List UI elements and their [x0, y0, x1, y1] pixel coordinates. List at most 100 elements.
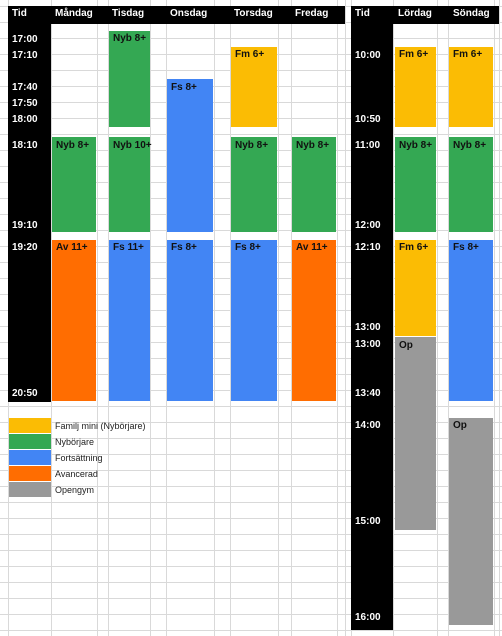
grid-line — [0, 534, 502, 535]
time-label: 12:00 — [355, 220, 381, 231]
header-tuesday: Tisdag — [112, 8, 145, 19]
grid-line — [0, 470, 502, 471]
grid-line — [291, 0, 292, 636]
class-block-saturday-nyb[interactable]: Nyb 8+ — [395, 137, 436, 232]
class-label: Fs 8+ — [171, 82, 197, 93]
time-label: 14:00 — [355, 420, 381, 431]
class-block-friday-nyb[interactable]: Nyb 8+ — [292, 137, 336, 232]
class-label: Nyb 10+ — [113, 140, 152, 151]
time-label: 13:00 — [355, 322, 381, 333]
class-label: Fs 8+ — [171, 242, 197, 253]
class-block-wednesday-fs[interactable]: Fs 8+ — [167, 79, 213, 232]
time-label: 19:20 — [12, 242, 38, 253]
class-label: Nyb 8+ — [113, 33, 147, 44]
time-label: 17:10 — [12, 50, 38, 61]
class-label: Nyb 8+ — [453, 140, 487, 151]
legend-label: Fortsättning — [55, 453, 103, 463]
time-label: 17:40 — [12, 82, 38, 93]
grid-line — [0, 518, 502, 519]
left-time-column — [8, 6, 51, 402]
class-block-thursday-fm[interactable]: Fm 6+ — [231, 47, 277, 127]
time-label: 10:00 — [355, 50, 381, 61]
class-label: Op — [399, 340, 413, 351]
header-monday: Måndag — [55, 8, 93, 19]
class-label: Op — [453, 420, 467, 431]
class-block-tuesday-fs[interactable]: Fs 11+ — [109, 240, 150, 401]
class-label: Nyb 8+ — [56, 140, 90, 151]
class-label: Av 11+ — [56, 242, 88, 253]
time-label: 19:10 — [12, 220, 38, 231]
time-label: 13:40 — [355, 388, 381, 399]
grid-line — [448, 0, 449, 636]
class-label: Fs 11+ — [113, 242, 144, 253]
grid-line — [499, 0, 500, 636]
legend-swatch — [9, 482, 51, 497]
grid-line — [0, 406, 502, 407]
class-block-sunday-fm[interactable]: Fm 6+ — [449, 47, 493, 127]
grid-line — [437, 0, 438, 636]
grid-line — [0, 454, 502, 455]
legend-label: Familj mini (Nybörjare) — [55, 421, 146, 431]
grid-line — [278, 0, 279, 636]
legend-label: Avancerad — [55, 469, 98, 479]
class-block-saturday-fm[interactable]: Fm 6+ — [395, 47, 436, 127]
grid-line — [337, 0, 338, 636]
class-block-monday-nyb[interactable]: Nyb 8+ — [52, 137, 96, 232]
grid-line — [97, 0, 98, 636]
legend-label: Opengym — [55, 485, 95, 495]
class-label: Nyb 8+ — [399, 140, 433, 151]
class-block-monday-av[interactable]: Av 11+ — [52, 240, 96, 401]
class-block-thursday-fs[interactable]: Fs 8+ — [231, 240, 277, 401]
time-label: 11:00 — [355, 140, 381, 151]
time-label: 13:00 — [355, 339, 381, 350]
legend-label: Nybörjare — [55, 437, 95, 447]
time-label: 17:50 — [12, 98, 38, 109]
class-block-sunday-nyb[interactable]: Nyb 8+ — [449, 137, 493, 232]
time-label: 10:50 — [355, 114, 381, 125]
class-label: Fm 6+ — [399, 49, 429, 60]
class-block-saturday-op[interactable]: Op — [395, 337, 436, 530]
class-block-saturday-fm-late[interactable]: Fm 6+ — [395, 240, 436, 336]
header-row — [51, 6, 345, 24]
class-label: Fm 6+ — [399, 242, 429, 253]
class-block-sunday-fs[interactable]: Fs 8+ — [449, 240, 493, 401]
class-block-tuesday-nyb-late[interactable]: Nyb 10+ — [109, 137, 152, 232]
grid-line — [0, 582, 502, 583]
class-block-wednesday-fs-late[interactable]: Fs 8+ — [167, 240, 213, 401]
right-time-column — [351, 6, 393, 630]
grid-line — [0, 438, 502, 439]
grid-line — [51, 0, 52, 636]
class-block-friday-av[interactable]: Av 11+ — [292, 240, 336, 401]
class-label: Fs 8+ — [453, 242, 479, 253]
class-label: Fs 8+ — [235, 242, 261, 253]
header-sunday: Söndag — [453, 8, 490, 19]
grid-line — [0, 134, 502, 135]
header-thursday: Torsdag — [234, 8, 273, 19]
class-block-tuesday-nyb[interactable]: Nyb 8+ — [109, 31, 150, 127]
time-label: 18:00 — [12, 114, 38, 125]
time-label: 16:00 — [355, 612, 381, 623]
time-label: 12:10 — [355, 242, 381, 253]
header-right-time: Tid — [355, 8, 370, 19]
class-label: Av 11+ — [296, 242, 328, 253]
grid-line — [0, 630, 502, 631]
grid-line — [0, 502, 502, 503]
grid-line — [0, 598, 502, 599]
class-label: Nyb 8+ — [235, 140, 269, 151]
time-label: 15:00 — [355, 516, 381, 527]
legend-swatch — [9, 434, 51, 449]
class-block-thursday-nyb[interactable]: Nyb 8+ — [231, 137, 277, 232]
grid-line — [345, 0, 346, 636]
grid-line — [108, 0, 109, 636]
time-label: 20:50 — [12, 388, 38, 399]
grid-line — [0, 614, 502, 615]
grid-line — [230, 0, 231, 636]
legend-swatch — [9, 450, 51, 465]
grid-line — [214, 0, 215, 636]
grid-line — [393, 0, 394, 636]
class-label: Fm 6+ — [453, 49, 483, 60]
class-block-sunday-op[interactable]: Op — [449, 418, 493, 625]
grid-line — [0, 486, 502, 487]
header-left-time: Tid — [12, 8, 27, 19]
header-row-weekend — [393, 6, 499, 24]
